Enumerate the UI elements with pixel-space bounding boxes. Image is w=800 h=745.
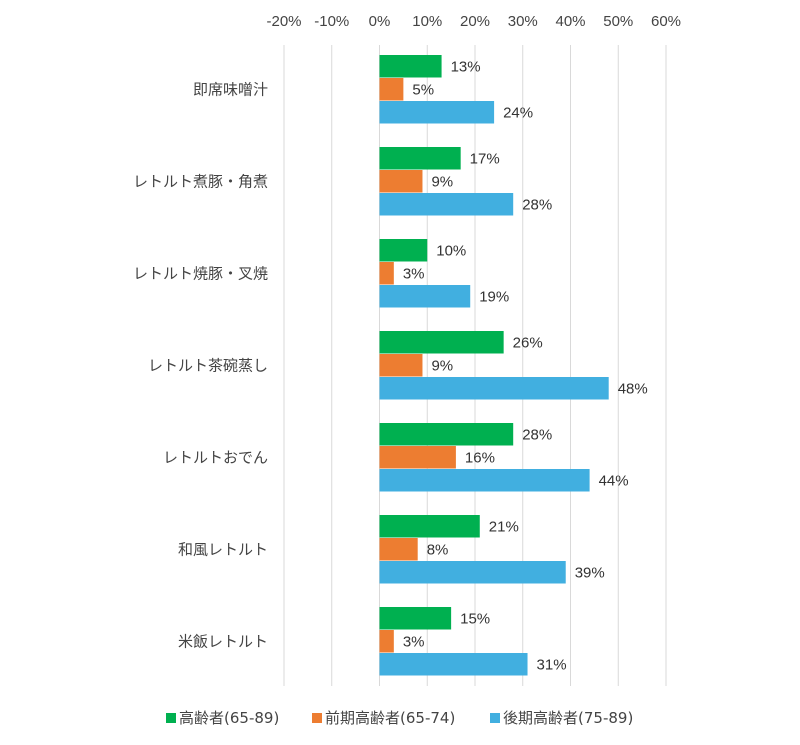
data-label: 19% bbox=[479, 288, 509, 305]
data-label: 24% bbox=[503, 104, 533, 121]
category-label: 和風レトルト bbox=[178, 540, 268, 558]
data-label: 39% bbox=[575, 564, 605, 581]
bar bbox=[379, 469, 590, 492]
x-tick-label: -10% bbox=[314, 13, 349, 30]
bar bbox=[379, 55, 442, 78]
data-label: 9% bbox=[431, 173, 453, 190]
gridlines bbox=[283, 45, 667, 686]
bar bbox=[379, 239, 428, 262]
category-label: 米飯レトルト bbox=[178, 632, 268, 650]
bar bbox=[379, 377, 609, 400]
data-label: 17% bbox=[470, 150, 500, 167]
data-label: 5% bbox=[412, 81, 434, 98]
bars bbox=[379, 55, 609, 676]
data-label: 9% bbox=[431, 357, 453, 374]
bar bbox=[379, 147, 461, 170]
bar bbox=[379, 607, 452, 630]
x-tick-label: 10% bbox=[412, 13, 442, 30]
x-axis-ticks: -20% -10% 0% 10% 20% 30% 40% 50% 60% bbox=[266, 13, 681, 30]
data-label: 3% bbox=[403, 265, 425, 282]
bar bbox=[379, 101, 495, 124]
data-label: 21% bbox=[489, 518, 519, 535]
x-tick-label: 60% bbox=[651, 13, 681, 30]
data-label: 8% bbox=[427, 541, 449, 558]
legend-label: 高齢者(65-89) bbox=[179, 709, 279, 727]
data-label: 16% bbox=[465, 449, 495, 466]
x-tick-label: 20% bbox=[460, 13, 490, 30]
bar bbox=[379, 446, 456, 469]
data-label: 13% bbox=[451, 58, 481, 75]
data-label: 48% bbox=[618, 380, 648, 397]
data-label: 3% bbox=[403, 633, 425, 650]
x-tick-label: 40% bbox=[555, 13, 585, 30]
bar bbox=[379, 538, 418, 561]
bar bbox=[379, 354, 423, 377]
category-label: レトルト茶碗蒸し bbox=[148, 356, 268, 374]
x-tick-label: 50% bbox=[603, 13, 633, 30]
bar bbox=[379, 630, 394, 653]
category-label: 即席味噌汁 bbox=[193, 80, 268, 98]
legend-swatch bbox=[490, 713, 500, 723]
x-tick-label: -20% bbox=[266, 13, 301, 30]
bar bbox=[379, 653, 528, 676]
data-label: 28% bbox=[522, 196, 552, 213]
data-label: 10% bbox=[436, 242, 466, 259]
legend-label: 後期高齢者(75-89) bbox=[503, 709, 633, 727]
bar bbox=[379, 262, 394, 285]
bar bbox=[379, 170, 423, 193]
legend: 高齢者(65-89) 前期高齢者(65-74) 後期高齢者(75-89) bbox=[166, 709, 633, 727]
data-labels: 13% 17% 10% 26% 28% 21% 15% 5% 9% 3% 9% 16% 8% 3% 24% 2… bbox=[403, 58, 648, 673]
data-label: 26% bbox=[513, 334, 543, 351]
x-tick-label: 30% bbox=[508, 13, 538, 30]
data-label: 44% bbox=[599, 472, 629, 489]
data-label: 31% bbox=[537, 656, 567, 673]
legend-label: 前期高齢者(65-74) bbox=[325, 709, 455, 727]
category-label: レトルトおでん bbox=[163, 448, 268, 466]
bar bbox=[379, 193, 514, 216]
bar bbox=[379, 561, 566, 584]
x-tick-label: 0% bbox=[369, 13, 391, 30]
bar bbox=[379, 78, 404, 101]
legend-swatch bbox=[312, 713, 322, 723]
bar bbox=[379, 423, 514, 446]
data-label: 28% bbox=[522, 426, 552, 443]
category-labels: 即席味噌汁レトルト煮豚・角煮レトルト焼豚・叉焼レトルト茶碗蒸しレトルトおでん和風… bbox=[133, 80, 268, 650]
bar bbox=[379, 515, 480, 538]
bar bbox=[379, 331, 504, 354]
category-label: レトルト焼豚・叉焼 bbox=[133, 264, 268, 282]
category-label: レトルト煮豚・角煮 bbox=[133, 172, 268, 190]
legend-swatch bbox=[166, 713, 176, 723]
bar bbox=[379, 285, 471, 308]
data-label: 15% bbox=[460, 610, 490, 627]
